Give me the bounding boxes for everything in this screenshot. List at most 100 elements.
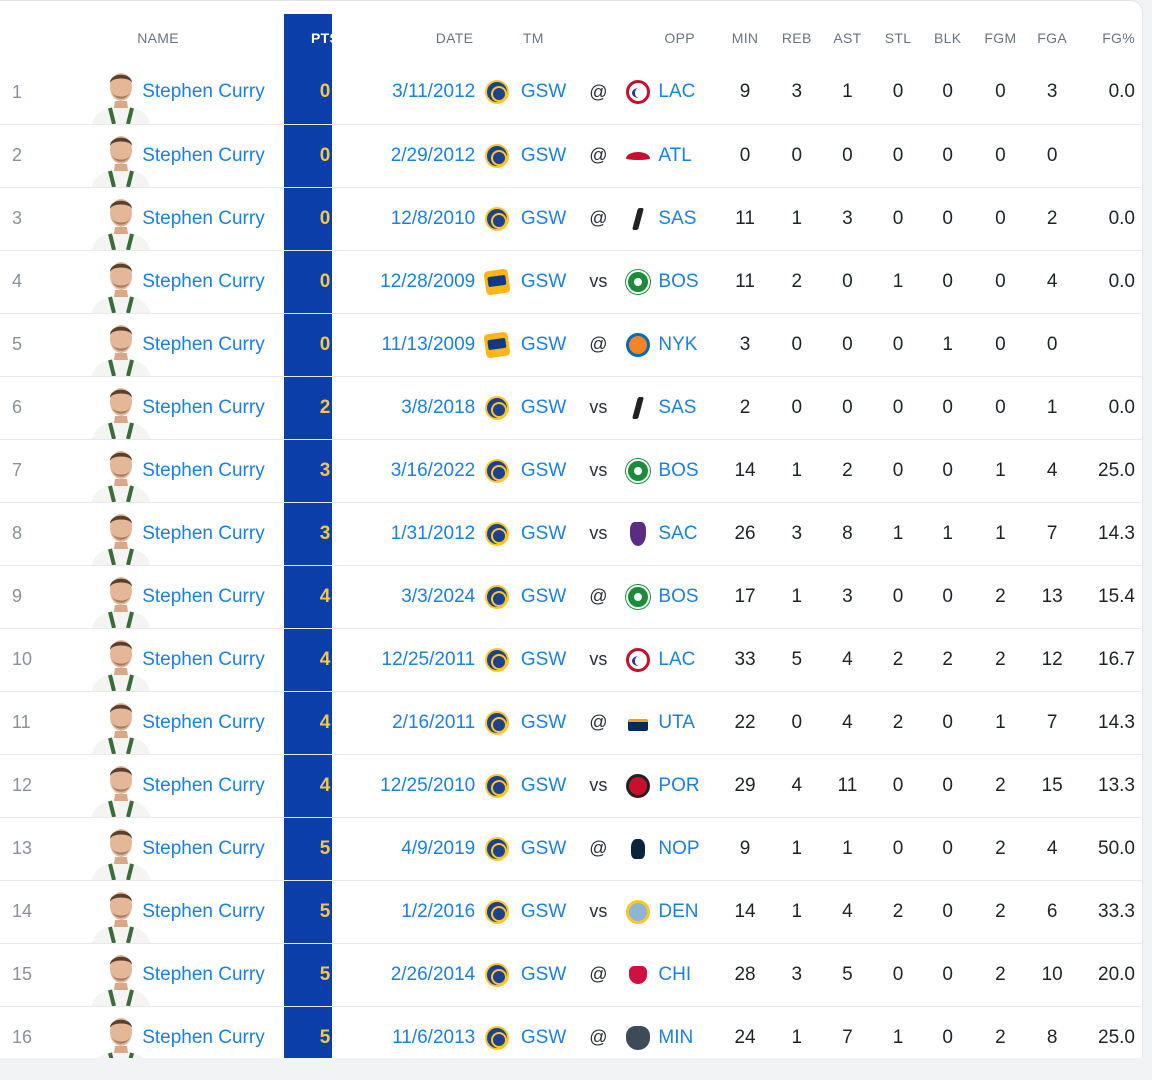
player-name-link[interactable]: Stephen Curry [142, 396, 265, 418]
opponent-link[interactable]: BOS [658, 270, 699, 292]
team-link[interactable]: GSW [520, 963, 567, 985]
table-row[interactable]: 6 Stephen Curry 2 3/8/2018 GSW vs SAS 2 … [0, 376, 1142, 439]
team-gsw-logo-icon[interactable] [485, 521, 510, 546]
opponent-nop-logo-icon[interactable] [626, 837, 650, 861]
opponent-bos-logo-icon[interactable] [626, 458, 651, 483]
team-gsw-old-logo-icon[interactable] [483, 267, 511, 296]
team-link[interactable]: GSW [520, 522, 567, 544]
player-name-link[interactable]: Stephen Curry [142, 207, 265, 229]
player-name-link[interactable]: Stephen Curry [142, 648, 265, 670]
opponent-chi-logo-icon[interactable] [626, 963, 650, 987]
team-link[interactable]: GSW [520, 81, 567, 103]
team-gsw-logo-icon[interactable] [485, 584, 510, 609]
player-headshot[interactable] [42, 1006, 144, 1058]
game-date-link[interactable]: 2/29/2012 [390, 144, 476, 166]
table-row[interactable]: 16 Stephen Curry 5 11/6/2013 GSW @ MIN 2… [0, 1006, 1142, 1058]
table-row[interactable]: 15 Stephen Curry 5 2/26/2014 GSW @ CHI 2… [0, 943, 1142, 1006]
team-gsw-logo-icon[interactable] [485, 395, 510, 420]
game-date-link[interactable]: 2/16/2011 [392, 711, 476, 733]
player-headshot[interactable] [42, 691, 151, 754]
game-date-link[interactable]: 3/3/2024 [401, 585, 476, 607]
player-headshot[interactable] [42, 565, 151, 628]
table-row[interactable]: 13 Stephen Curry 5 4/9/2019 GSW @ NOP 9 … [0, 817, 1142, 880]
opponent-min-logo-icon[interactable] [626, 1025, 651, 1050]
opponent-link[interactable]: LAC [658, 81, 696, 103]
header-fgm[interactable]: FGM [984, 29, 1017, 46]
header-blk[interactable]: BLK [933, 29, 962, 46]
team-gsw-logo-icon[interactable] [485, 962, 510, 987]
opponent-link[interactable]: SAS [658, 207, 697, 229]
team-link[interactable]: GSW [520, 1026, 567, 1048]
player-headshot[interactable] [42, 817, 151, 880]
header-name[interactable]: NAME [137, 29, 179, 46]
player-headshot[interactable] [42, 628, 151, 691]
opponent-link[interactable]: POR [658, 774, 700, 796]
header-pts[interactable]: PTS [310, 29, 340, 46]
player-headshot[interactable] [42, 754, 151, 817]
opponent-nyk-logo-icon[interactable] [626, 332, 651, 357]
player-name-link[interactable]: Stephen Curry [142, 270, 265, 292]
table-row[interactable]: 12 Stephen Curry 4 12/25/2010 GSW vs POR… [0, 754, 1142, 817]
header-tm[interactable]: TM [522, 29, 544, 46]
team-gsw-logo-icon[interactable] [485, 647, 510, 672]
table-row[interactable]: 14 Stephen Curry 5 1/2/2016 GSW vs DEN 1… [0, 880, 1142, 943]
opponent-link[interactable]: BOS [658, 585, 699, 607]
player-name-link[interactable]: Stephen Curry [142, 144, 265, 166]
game-date-link[interactable]: 11/6/2013 [392, 1026, 476, 1048]
game-date-link[interactable]: 3/16/2022 [390, 459, 476, 481]
opponent-link[interactable]: UTA [658, 711, 695, 733]
opponent-atl-logo-icon[interactable] [626, 144, 651, 168]
team-link[interactable]: GSW [520, 207, 567, 229]
team-gsw-logo-icon[interactable] [485, 1025, 510, 1050]
opponent-link[interactable]: NOP [658, 837, 700, 859]
player-headshot[interactable] [42, 439, 151, 502]
team-gsw-logo-icon[interactable] [485, 458, 510, 483]
game-date-link[interactable]: 2/26/2014 [390, 963, 476, 985]
player-name-link[interactable]: Stephen Curry [142, 81, 265, 103]
opponent-link[interactable]: SAC [658, 522, 698, 544]
table-row[interactable]: 5 Stephen Curry 0 11/13/2009 GSW @ NYK 3… [0, 313, 1142, 376]
opponent-lac-logo-icon[interactable] [626, 80, 651, 105]
header-min[interactable]: MIN [731, 29, 759, 46]
player-name-link[interactable]: Stephen Curry [142, 711, 265, 733]
player-name-link[interactable]: Stephen Curry [142, 963, 265, 985]
game-date-link[interactable]: 12/8/2010 [390, 207, 476, 229]
table-row[interactable]: 8 Stephen Curry 3 1/31/2012 GSW vs SAC 2… [0, 502, 1142, 565]
table-row[interactable]: 9 Stephen Curry 4 3/3/2024 GSW @ BOS 17 … [0, 565, 1142, 628]
opponent-link[interactable]: ATL [658, 144, 692, 166]
table-row[interactable]: 4 Stephen Curry 0 12/28/2009 GSW vs BOS … [0, 250, 1142, 313]
table-row[interactable]: 11 Stephen Curry 4 2/16/2011 GSW @ UTA 2… [0, 691, 1142, 754]
team-link[interactable]: GSW [520, 270, 567, 292]
game-date-link[interactable]: 4/9/2019 [401, 837, 476, 859]
player-name-link[interactable]: Stephen Curry [142, 333, 265, 355]
opponent-link[interactable]: NYK [658, 333, 698, 355]
table-row[interactable]: 7 Stephen Curry 3 3/16/2022 GSW vs BOS 1… [0, 439, 1142, 502]
team-link[interactable]: GSW [520, 900, 567, 922]
player-name-link[interactable]: Stephen Curry [142, 774, 265, 796]
player-headshot[interactable] [42, 250, 151, 313]
opponent-link[interactable]: MIN [658, 1026, 694, 1048]
team-gsw-old-logo-icon[interactable] [483, 330, 511, 359]
player-name-link[interactable]: Stephen Curry [142, 585, 265, 607]
team-link[interactable]: GSW [520, 396, 567, 418]
team-link[interactable]: GSW [520, 144, 567, 166]
player-headshot[interactable] [42, 502, 151, 565]
team-gsw-logo-icon[interactable] [485, 206, 510, 231]
game-date-link[interactable]: 12/25/2010 [380, 774, 476, 796]
player-headshot[interactable] [42, 124, 151, 187]
header-opp[interactable]: OPP [664, 29, 695, 46]
game-date-link[interactable]: 1/2/2016 [401, 900, 476, 922]
player-name-link[interactable]: Stephen Curry [142, 837, 265, 859]
opponent-uta-logo-icon[interactable] [626, 711, 650, 735]
header-fg-pct[interactable]: FG% [1102, 29, 1135, 46]
opponent-link[interactable]: CHI [658, 963, 692, 985]
table-row[interactable]: 10 Stephen Curry 4 12/25/2011 GSW vs LAC… [0, 628, 1142, 691]
team-gsw-logo-icon[interactable] [485, 899, 510, 924]
header-date[interactable]: DATE [435, 29, 474, 46]
opponent-link[interactable]: BOS [658, 459, 699, 481]
table-row[interactable]: 2 Stephen Curry 0 2/29/2012 GSW @ ATL 0 … [0, 124, 1142, 187]
player-headshot[interactable] [42, 376, 151, 439]
opponent-sas-logo-icon[interactable] [626, 207, 650, 231]
opponent-bos-logo-icon[interactable] [626, 584, 651, 609]
team-link[interactable]: GSW [520, 333, 567, 355]
